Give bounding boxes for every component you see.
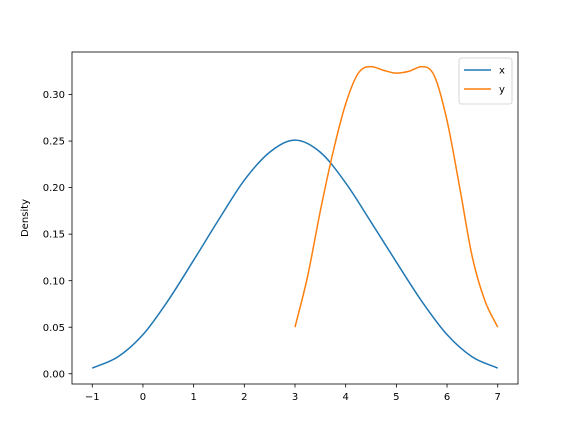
x-tick-label: 2	[241, 392, 247, 403]
y-tick-label: 0.30	[43, 90, 65, 101]
x-tick-label: 4	[342, 392, 348, 403]
plot-area	[72, 52, 518, 384]
y-tick-label: 0.20	[43, 183, 65, 194]
y-axis-label: Density	[20, 199, 31, 237]
plot-background	[72, 52, 518, 384]
x-tick-label: −1	[85, 392, 100, 403]
series-layer	[91, 65, 499, 369]
axes-layer: −1 0 1 2 3 4 5 6 7 0.00 0.05 0.10 0.15 0.20 0.25 0.30	[43, 51, 519, 403]
legend-label-y: y	[499, 85, 505, 96]
series-line-x	[91, 139, 499, 369]
x-tick-label: 7	[495, 392, 501, 403]
series-line-y	[294, 65, 499, 328]
x-tick-label: 0	[140, 392, 146, 403]
x-tick-label: 3	[292, 392, 298, 403]
x-tick-label: 1	[190, 392, 196, 403]
legend: xy	[458, 57, 513, 105]
y-tick-label: 0.05	[43, 323, 65, 334]
y-tick-label: 0.10	[43, 276, 65, 287]
legend-label-x: x	[499, 66, 505, 77]
y-tick-label: 0.25	[43, 137, 65, 148]
x-tick-label: 5	[393, 392, 399, 403]
x-tick-label: 6	[444, 392, 450, 403]
y-tick-label: 0.15	[43, 230, 65, 241]
y-tick-label: 0.00	[43, 369, 65, 380]
